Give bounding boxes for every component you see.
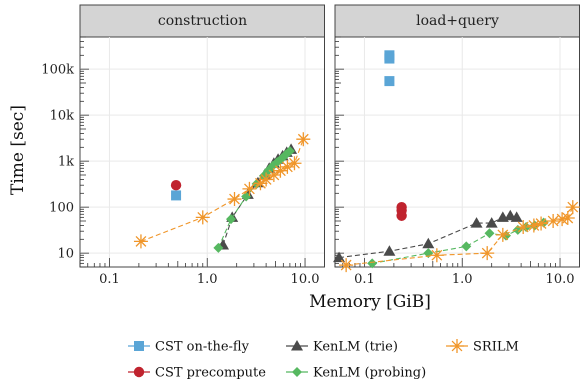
legend-item-srilm: SRILM — [446, 339, 519, 355]
panel-strip — [334, 4, 580, 38]
data-point — [259, 172, 274, 187]
data-point — [367, 258, 378, 269]
data-point — [526, 218, 541, 233]
legend-label: SRILM — [473, 340, 519, 355]
panels-layer: construction 0.1 1.0 10.0 10 100 1k 10k 100k load… — [41, 4, 580, 287]
data-point — [241, 191, 252, 202]
legend-marker — [450, 339, 464, 353]
panel-background — [334, 36, 580, 268]
data-point — [560, 211, 575, 226]
data-point — [429, 248, 444, 263]
data-point — [485, 217, 498, 228]
data-point — [396, 201, 407, 213]
data-point — [266, 168, 281, 182]
legend-item-cst_on_the_fly: CST on-the-fly — [128, 340, 250, 355]
panel-title: load+query — [416, 13, 499, 29]
y-tick-label: 1k — [58, 155, 74, 170]
data-point — [280, 159, 295, 174]
data-point — [242, 181, 257, 196]
x-tick-label: 1.0 — [452, 272, 473, 287]
legend-marker — [133, 366, 145, 378]
x-axis-title: Memory [GiB] — [309, 292, 431, 312]
y-tick-label: 10 — [57, 247, 74, 262]
panel-0: construction 0.1 1.0 10.0 10 100 1k 10k 100k — [41, 4, 325, 287]
data-point — [213, 242, 224, 253]
x-tick-label: 0.1 — [354, 272, 375, 287]
x-tick-label: 10.0 — [291, 272, 320, 287]
data-point — [195, 210, 210, 225]
legend: CST on-the-fly KenLM (trie) SRILM CST preco… — [128, 339, 519, 381]
series-cst_precompute — [396, 201, 407, 221]
y-tick-label: 10k — [50, 109, 75, 124]
legend-label: KenLM (trie) — [313, 340, 398, 355]
legend-item-kenlm_probing: KenLM (probing) — [286, 366, 426, 381]
data-point — [384, 50, 395, 61]
legend-label: KenLM (probing) — [313, 366, 426, 381]
series-cst_precompute — [170, 180, 182, 191]
data-point — [565, 200, 580, 215]
panel-1: load+query 0.1 1.0 10.0 — [333, 4, 580, 287]
data-point — [383, 245, 396, 256]
data-point — [339, 258, 354, 273]
data-point — [384, 76, 395, 87]
series-kenlm_trie — [333, 209, 523, 263]
legend-item-cst_precompute: CST precompute — [128, 366, 266, 381]
data-point — [170, 180, 182, 191]
series-srilm — [133, 132, 311, 249]
data-point — [546, 214, 561, 228]
data-point — [516, 220, 531, 235]
legend-marker — [134, 341, 144, 351]
data-point — [227, 192, 242, 207]
x-tick-label: 1.0 — [197, 272, 218, 287]
x-tick-label: 10.0 — [546, 272, 575, 287]
data-point — [510, 211, 523, 222]
panel-title: construction — [158, 13, 247, 29]
x-tick-label: 0.1 — [99, 272, 120, 287]
data-point — [284, 146, 295, 157]
series-line — [346, 206, 574, 266]
data-point — [495, 227, 510, 242]
panel-strip — [79, 4, 325, 38]
data-point — [461, 241, 472, 252]
data-point — [296, 132, 311, 147]
data-point — [484, 228, 495, 239]
data-point — [273, 163, 288, 178]
legend-label: CST precompute — [155, 366, 266, 381]
data-point — [333, 251, 346, 263]
legend-label: CST on-the-fly — [155, 340, 250, 355]
data-point — [226, 214, 237, 225]
data-point — [422, 237, 435, 249]
data-point — [133, 234, 148, 249]
legend-marker — [291, 340, 303, 351]
series-cst_on_the_fly — [384, 50, 395, 87]
y-tick-label: 100k — [41, 63, 74, 78]
data-point — [287, 156, 302, 171]
data-point — [470, 217, 483, 228]
data-point — [534, 216, 549, 231]
data-point — [480, 246, 495, 261]
data-point — [253, 176, 268, 191]
legend-marker — [292, 367, 302, 377]
data-point — [555, 212, 570, 227]
series-srilm — [339, 200, 580, 273]
y-tick-label: 100 — [49, 201, 74, 216]
data-point — [171, 190, 182, 201]
legend-item-kenlm_trie: KenLM (trie) — [286, 340, 398, 355]
series-cst_on_the_fly — [171, 190, 182, 201]
y-axis-title: Time [sec] — [8, 105, 28, 195]
